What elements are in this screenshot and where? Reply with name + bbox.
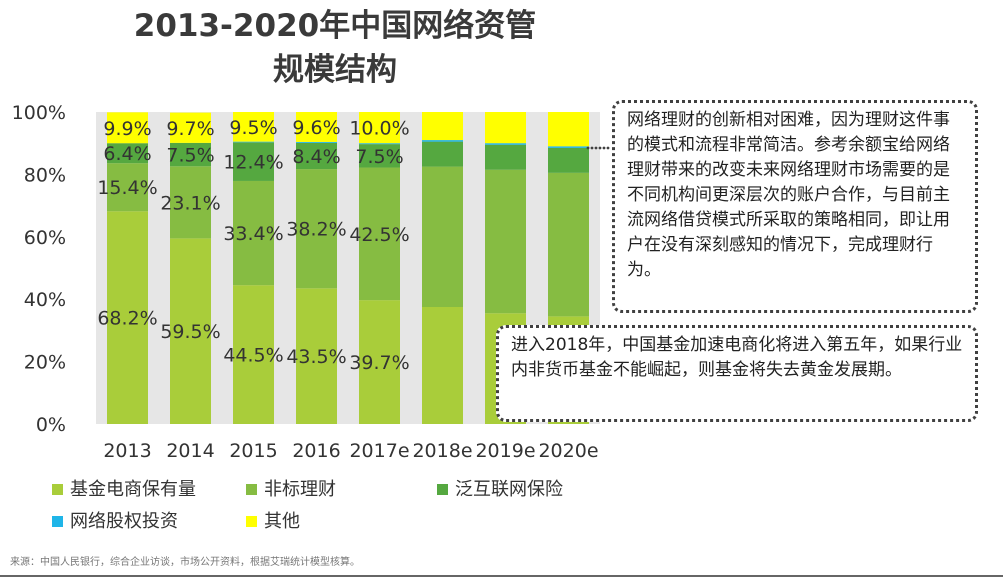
legend-swatch-non_standard [246, 484, 257, 495]
x-tick-label: 2016 [292, 440, 340, 462]
data-label: 9.5% [229, 117, 277, 139]
bar-other [359, 112, 400, 144]
callout-connector-dot [606, 146, 610, 150]
callout-connector-dot [590, 146, 594, 150]
y-tick-label: 60% [24, 227, 66, 249]
bar-ecommerce_fund [296, 288, 337, 424]
bar-internet_insurance [359, 144, 400, 168]
callout-connector-dot [594, 146, 598, 150]
data-label: 42.5% [349, 224, 409, 246]
bar-other [296, 112, 337, 142]
data-label: 9.7% [166, 118, 214, 140]
legend-swatch-ecommerce_fund [52, 484, 63, 495]
data-label: 33.4% [223, 223, 283, 245]
data-label: 7.5% [355, 146, 403, 168]
bar-other [422, 112, 463, 141]
callout-top-text: 网络理财的创新相对困难，因为理财这件事的模式和流程非常简洁。参考余额宝给网络理财… [627, 110, 950, 280]
data-label: 6.4% [103, 143, 151, 165]
legend-label-non_standard: 非标理财 [264, 479, 336, 500]
bar-ecommerce_fund [422, 307, 463, 424]
bar-equity_investment [485, 143, 526, 145]
x-tick-label: 2018e [412, 440, 472, 462]
bar-other [548, 112, 589, 147]
data-label: 68.2% [97, 308, 157, 330]
data-label: 15.4% [97, 177, 157, 199]
bar-non_standard [170, 166, 211, 239]
data-label: 12.4% [223, 152, 283, 174]
bottom-rule [0, 575, 1003, 577]
data-label: 9.9% [103, 118, 151, 140]
legend-label-other: 其他 [264, 511, 300, 532]
legend-swatch-other [246, 516, 257, 527]
data-label: 7.5% [166, 145, 214, 167]
bar-other [107, 112, 148, 144]
legend-label-ecommerce_fund: 基金电商保有量 [70, 479, 196, 500]
bar-ecommerce_fund [170, 238, 211, 424]
callout-bottom: 进入2018年，中国基金加速电商化将进入第五年，如果行业内非货币基金不能崛起，则… [496, 325, 978, 422]
callout-top: 网络理财的创新相对困难，因为理财这件事的模式和流程非常简洁。参考余额宝给网络理财… [612, 100, 978, 313]
legend-swatch-equity_investment [52, 516, 63, 527]
bar-equity_investment [359, 143, 400, 145]
bar-equity_investment [422, 140, 463, 142]
data-label: 8.4% [292, 146, 340, 168]
y-tick-label: 100% [12, 102, 66, 124]
bar-non_standard [107, 163, 148, 212]
data-label: 23.1% [160, 192, 220, 214]
bar-ecommerce_fund [359, 300, 400, 424]
y-tick-label: 40% [24, 289, 66, 311]
y-tick-label: 0% [36, 414, 66, 436]
bar-equity_investment [548, 146, 589, 148]
bar-internet_insurance [296, 142, 337, 170]
bar-internet_insurance [170, 142, 211, 167]
legend-label-internet_insurance: 泛互联网保险 [455, 479, 563, 500]
bar-non_standard [548, 172, 589, 317]
bar-other [170, 112, 211, 143]
bar-non_standard [296, 169, 337, 289]
x-tick-label: 2013 [103, 440, 151, 462]
bar-internet_insurance [548, 147, 589, 173]
chart-title: 2013-2020年中国网络资管 规模结构 [90, 4, 580, 92]
data-label: 59.5% [160, 321, 220, 343]
callout-connector-dot [586, 146, 590, 150]
chart-title-line1: 2013-2020年中国网络资管 [133, 8, 537, 44]
data-label: 39.7% [349, 352, 409, 374]
y-tick-label: 80% [24, 164, 66, 186]
x-tick-label: 2017e [349, 440, 409, 462]
bar-internet_insurance [233, 142, 274, 181]
bar-equity_investment [233, 141, 274, 143]
callout-connector-dot [602, 146, 606, 150]
callout-connector-dot [598, 146, 602, 150]
data-label: 10.0% [349, 118, 409, 140]
data-label: 44.5% [223, 345, 283, 367]
callout-bottom-text: 进入2018年，中国基金加速电商化将进入第五年，如果行业内非货币基金不能崛起，则… [511, 335, 963, 380]
data-label: 9.6% [292, 117, 340, 139]
legend-swatch-internet_insurance [437, 484, 448, 495]
bar-ecommerce_fund [107, 211, 148, 424]
bar-non_standard [233, 180, 274, 286]
bar-ecommerce_fund [233, 285, 274, 424]
source-note: 来源：中国人民银行，综合企业访谈，市场公开资料，根据艾瑞统计模型核算。 [10, 557, 360, 568]
bar-other [233, 112, 274, 142]
bar-equity_investment [296, 141, 337, 143]
bar-internet_insurance [485, 144, 526, 170]
legend-label-equity_investment: 网络股权投资 [70, 511, 178, 532]
bar-non_standard [485, 169, 526, 314]
bar-non_standard [422, 166, 463, 307]
bar-internet_insurance [422, 141, 463, 167]
x-tick-label: 2014 [166, 440, 214, 462]
bar-non_standard [359, 167, 400, 301]
bar-other [485, 112, 526, 144]
x-tick-label: 2020e [538, 440, 598, 462]
data-label: 38.2% [286, 219, 346, 241]
y-tick-label: 20% [24, 352, 66, 374]
data-label: 43.5% [286, 346, 346, 368]
x-tick-label: 2019e [475, 440, 535, 462]
x-tick-label: 2015 [229, 440, 277, 462]
chart-title-line2: 规模结构 [273, 52, 397, 88]
bar-internet_insurance [107, 143, 148, 164]
